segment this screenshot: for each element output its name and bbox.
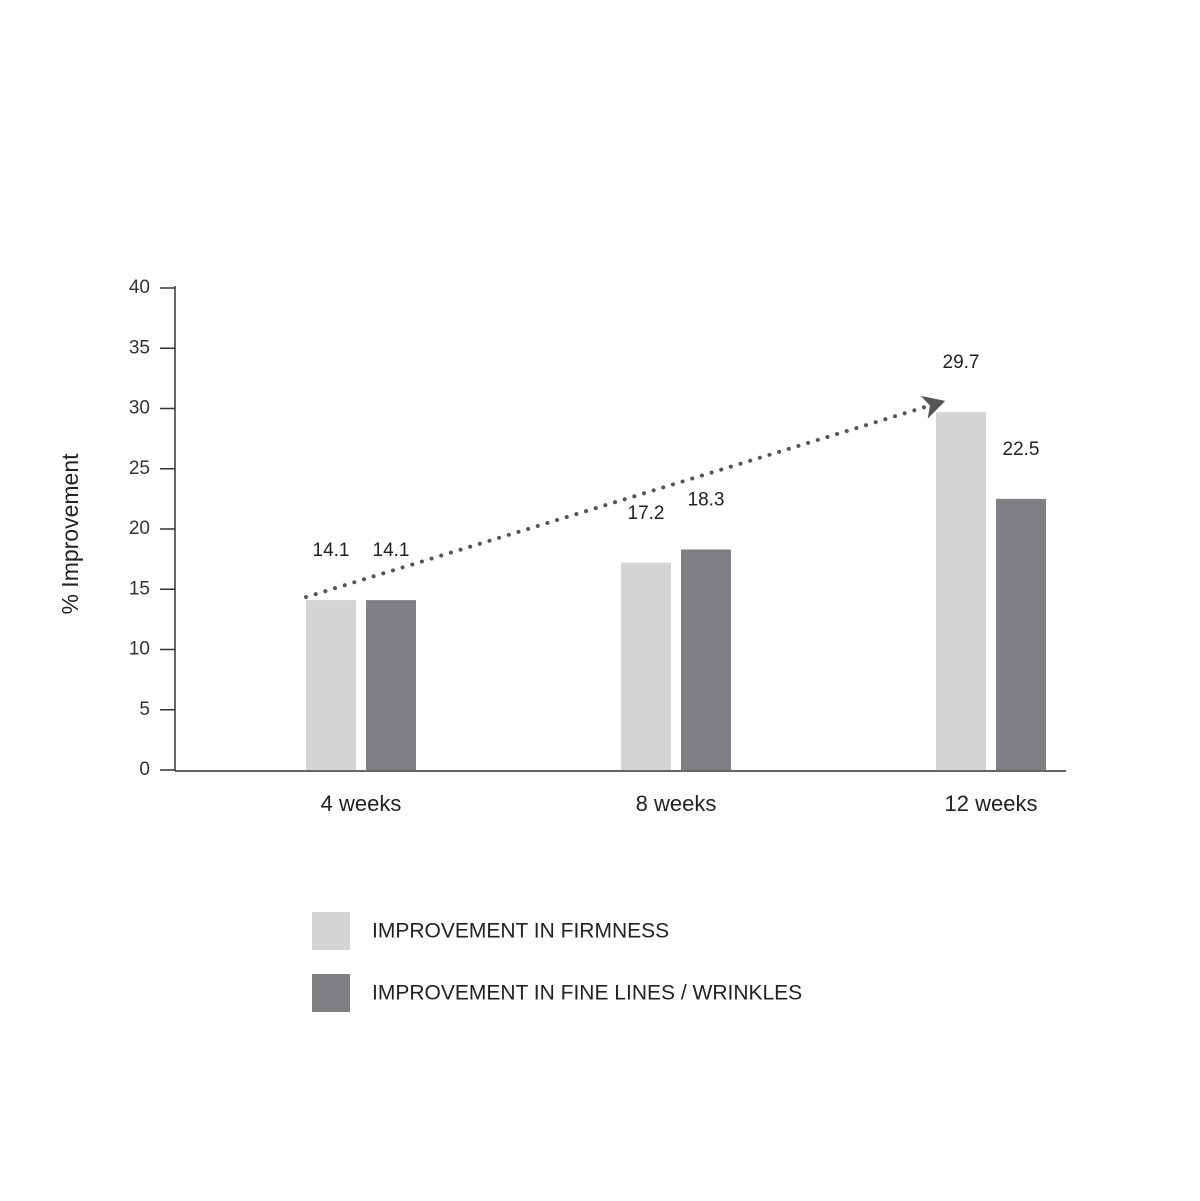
- bar: [996, 498, 1046, 770]
- legend-swatch: [312, 974, 350, 1012]
- legend-swatch: [312, 912, 350, 950]
- bar: [366, 600, 416, 770]
- y-tick-label: 10: [129, 639, 150, 660]
- y-tick-label: 15: [129, 578, 150, 599]
- trend-line: [304, 404, 930, 600]
- x-tick-label: 4 weeks: [321, 791, 402, 816]
- y-tick-label: 5: [139, 699, 150, 720]
- x-tick-label: 12 weeks: [945, 791, 1038, 816]
- value-label: 29.7: [943, 352, 980, 373]
- value-label: 14.1: [313, 540, 350, 561]
- y-tick-label: 0: [139, 759, 150, 780]
- y-tick-label: 25: [129, 458, 150, 479]
- value-label: 18.3: [688, 490, 725, 511]
- y-axis-label: % Improvement: [57, 453, 83, 615]
- x-tick-label: 8 weeks: [636, 791, 717, 816]
- bar: [306, 600, 356, 770]
- y-tick-label: 40: [129, 277, 150, 298]
- bar: [681, 549, 731, 770]
- value-label: 22.5: [1003, 439, 1040, 460]
- value-label: 14.1: [373, 540, 410, 561]
- bar: [936, 412, 986, 770]
- bar: [621, 562, 671, 770]
- legend-label: IMPROVEMENT IN FINE LINES / WRINKLES: [372, 982, 802, 1005]
- legend-label: IMPROVEMENT IN FIRMNESS: [372, 920, 669, 943]
- y-tick-label: 20: [129, 518, 150, 539]
- value-label: 17.2: [628, 503, 665, 524]
- y-tick-label: 35: [129, 337, 150, 358]
- y-tick-label: 30: [129, 398, 150, 419]
- trend-arrowhead: [920, 395, 946, 419]
